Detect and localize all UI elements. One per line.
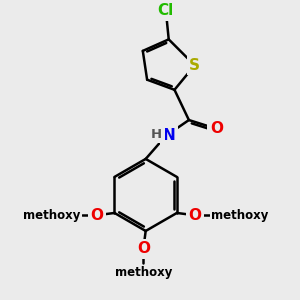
Text: Cl: Cl xyxy=(158,3,174,18)
Text: methoxy: methoxy xyxy=(211,209,268,222)
Text: methoxy: methoxy xyxy=(23,209,80,222)
Text: O: O xyxy=(90,208,103,223)
Text: N: N xyxy=(163,128,176,143)
Text: H: H xyxy=(151,128,162,141)
Text: O: O xyxy=(188,208,201,223)
Text: O: O xyxy=(137,241,150,256)
Text: O: O xyxy=(210,121,223,136)
Text: methoxy: methoxy xyxy=(115,266,172,279)
Text: S: S xyxy=(189,58,200,73)
